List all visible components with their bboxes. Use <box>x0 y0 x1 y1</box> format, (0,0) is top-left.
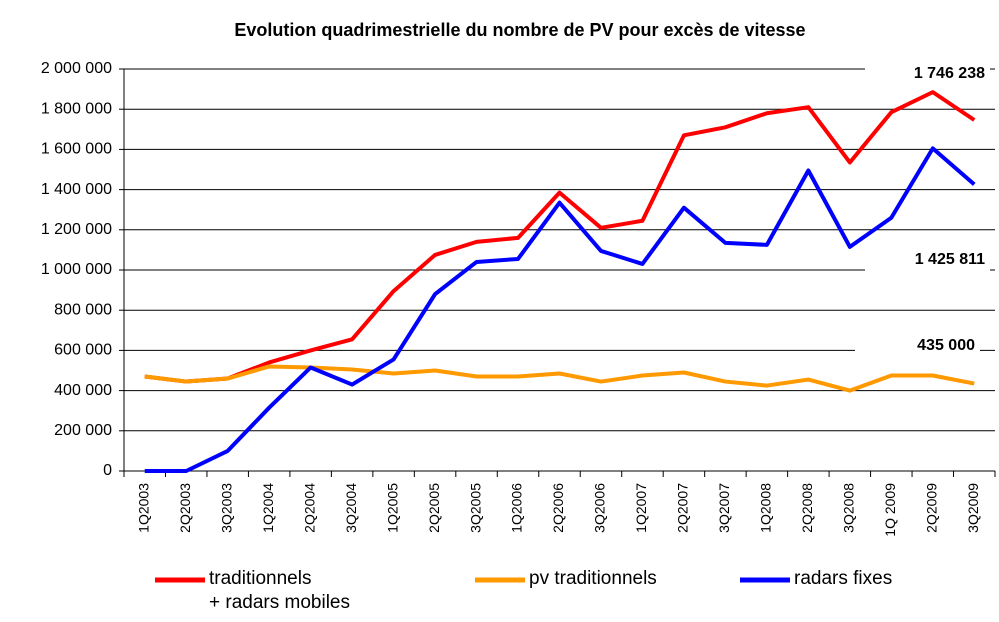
series-line <box>144 146 976 473</box>
y-tick-label: 800 000 <box>54 301 112 318</box>
x-tick-label: 1Q2005 <box>384 483 400 533</box>
legend-label: radars fixes <box>794 568 893 589</box>
annotation: 1 746 238 <box>914 65 985 82</box>
annotation: 435 000 <box>917 337 975 354</box>
x-tick-label: 3Q2004 <box>343 483 359 533</box>
x-tick-label: 2Q2008 <box>799 483 815 533</box>
y-tick-label: 1 800 000 <box>41 100 112 117</box>
y-tick-label: 400 000 <box>54 382 112 399</box>
series-line <box>144 364 975 393</box>
x-tick-label: 3Q2007 <box>716 483 732 533</box>
x-tick-label: 2Q2005 <box>426 483 442 533</box>
y-tick-label: 0 <box>103 462 112 479</box>
annotation-bg <box>855 334 980 358</box>
x-tick-label: 3Q2003 <box>218 483 234 533</box>
chart-title: Evolution quadrimestrielle du nombre de … <box>234 20 805 40</box>
x-tick-label: 3Q2006 <box>592 483 608 533</box>
x-tick-label: 2Q2006 <box>550 483 566 533</box>
x-tick-label: 1Q2003 <box>135 483 151 533</box>
annotation: 1 425 811 <box>915 251 985 268</box>
y-tick-label: 1 000 000 <box>41 261 112 278</box>
x-tick-label: 1Q2008 <box>758 483 774 533</box>
x-tick-label: 2Q2004 <box>301 483 317 533</box>
x-tick-label: 2Q2009 <box>923 483 939 533</box>
x-tick-label: 1Q2007 <box>633 483 649 533</box>
x-tick-label: 1Q 2009 <box>882 483 898 537</box>
x-tick-label: 2Q2007 <box>675 483 691 533</box>
annotation-bg <box>865 248 990 272</box>
y-tick-label: 200 000 <box>54 422 112 439</box>
y-tick-label: 1 200 000 <box>41 221 112 238</box>
x-tick-label: 1Q2006 <box>509 483 525 533</box>
x-tick-label: 3Q2005 <box>467 483 483 533</box>
annotation-bg <box>865 62 990 86</box>
legend-label: pv traditionnels <box>529 568 657 589</box>
x-tick-label: 2Q2003 <box>177 483 193 533</box>
legend-label: traditionnels + radars mobiles <box>209 568 350 613</box>
y-tick-label: 1 400 000 <box>41 181 112 198</box>
x-tick-label: 3Q2008 <box>841 483 857 533</box>
series-line <box>144 90 976 384</box>
x-tick-label: 1Q2004 <box>260 483 276 533</box>
y-tick-label: 2 000 000 <box>41 60 112 77</box>
y-tick-label: 600 000 <box>54 342 112 359</box>
y-tick-label: 1 600 000 <box>41 141 112 158</box>
x-tick-label: 3Q2009 <box>965 483 981 533</box>
